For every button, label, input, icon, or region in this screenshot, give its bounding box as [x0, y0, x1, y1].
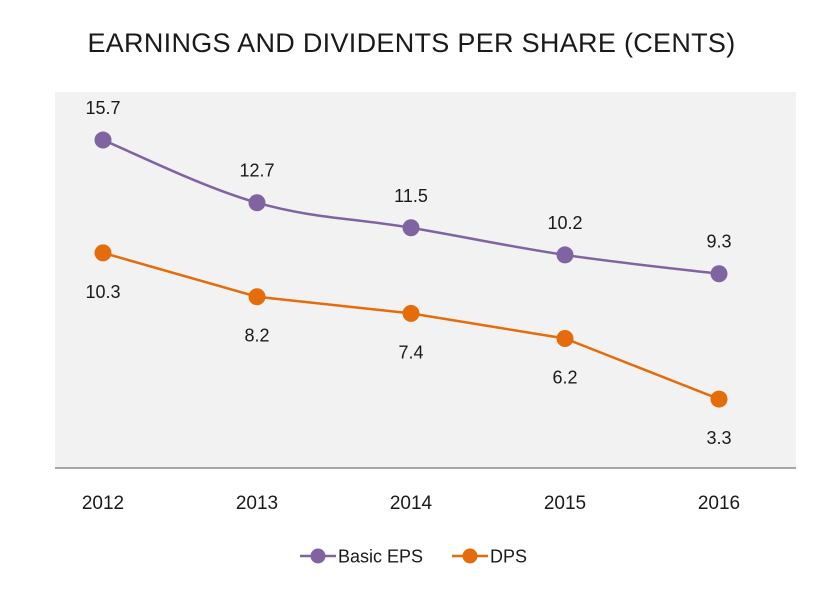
data-point-basic-eps-2016 — [710, 265, 728, 283]
legend-label-basic-eps: Basic EPS — [338, 547, 423, 567]
data-point-dps-2012 — [94, 244, 112, 262]
data-label-basic-eps-2015: 10.2 — [547, 213, 582, 233]
data-label-basic-eps-2016: 9.3 — [706, 232, 731, 252]
series-dps: 10.3 8.2 7.4 6.2 3.3 — [85, 244, 732, 448]
legend-marker-basic-eps — [310, 548, 326, 564]
data-point-dps-2014 — [402, 304, 420, 322]
legend-label-dps: DPS — [490, 547, 527, 567]
data-point-dps-2013 — [248, 288, 266, 306]
legend-item-dps: DPS — [452, 547, 527, 567]
data-point-dps-2016 — [710, 390, 728, 408]
legend-marker-dps — [462, 548, 478, 564]
data-label-basic-eps-2014: 11.5 — [394, 186, 428, 206]
x-tick-label-2013: 2013 — [236, 493, 278, 514]
data-point-basic-eps-2015 — [556, 246, 574, 264]
x-tick-label-2015: 2015 — [544, 493, 586, 514]
data-point-basic-eps-2014 — [402, 219, 420, 237]
data-label-dps-2014: 7.4 — [398, 342, 423, 362]
data-label-dps-2013: 8.2 — [244, 326, 269, 346]
data-point-basic-eps-2013 — [248, 194, 266, 212]
data-label-dps-2015: 6.2 — [552, 367, 577, 387]
x-tick-label-2014: 2014 — [390, 493, 433, 514]
data-label-basic-eps-2013: 12.7 — [239, 161, 274, 181]
legend-item-basic-eps: Basic EPS — [300, 547, 423, 567]
data-label-dps-2016: 3.3 — [706, 428, 731, 448]
data-label-dps-2012: 10.3 — [85, 282, 120, 302]
x-tick-label-2012: 2012 — [82, 493, 124, 514]
chart-title: EARNINGS AND DIVIDENTS PER SHARE (CENTS) — [87, 28, 736, 58]
data-label-basic-eps-2012: 15.7 — [85, 98, 120, 118]
data-point-dps-2015 — [556, 329, 574, 347]
x-tick-label-2016: 2016 — [698, 493, 740, 514]
series-basic-eps: 15.7 12.7 11.5 10.2 9.3 — [85, 98, 732, 283]
data-point-basic-eps-2012 — [94, 131, 112, 149]
plot-area — [55, 92, 796, 468]
legend: Basic EPS DPS — [300, 547, 527, 567]
